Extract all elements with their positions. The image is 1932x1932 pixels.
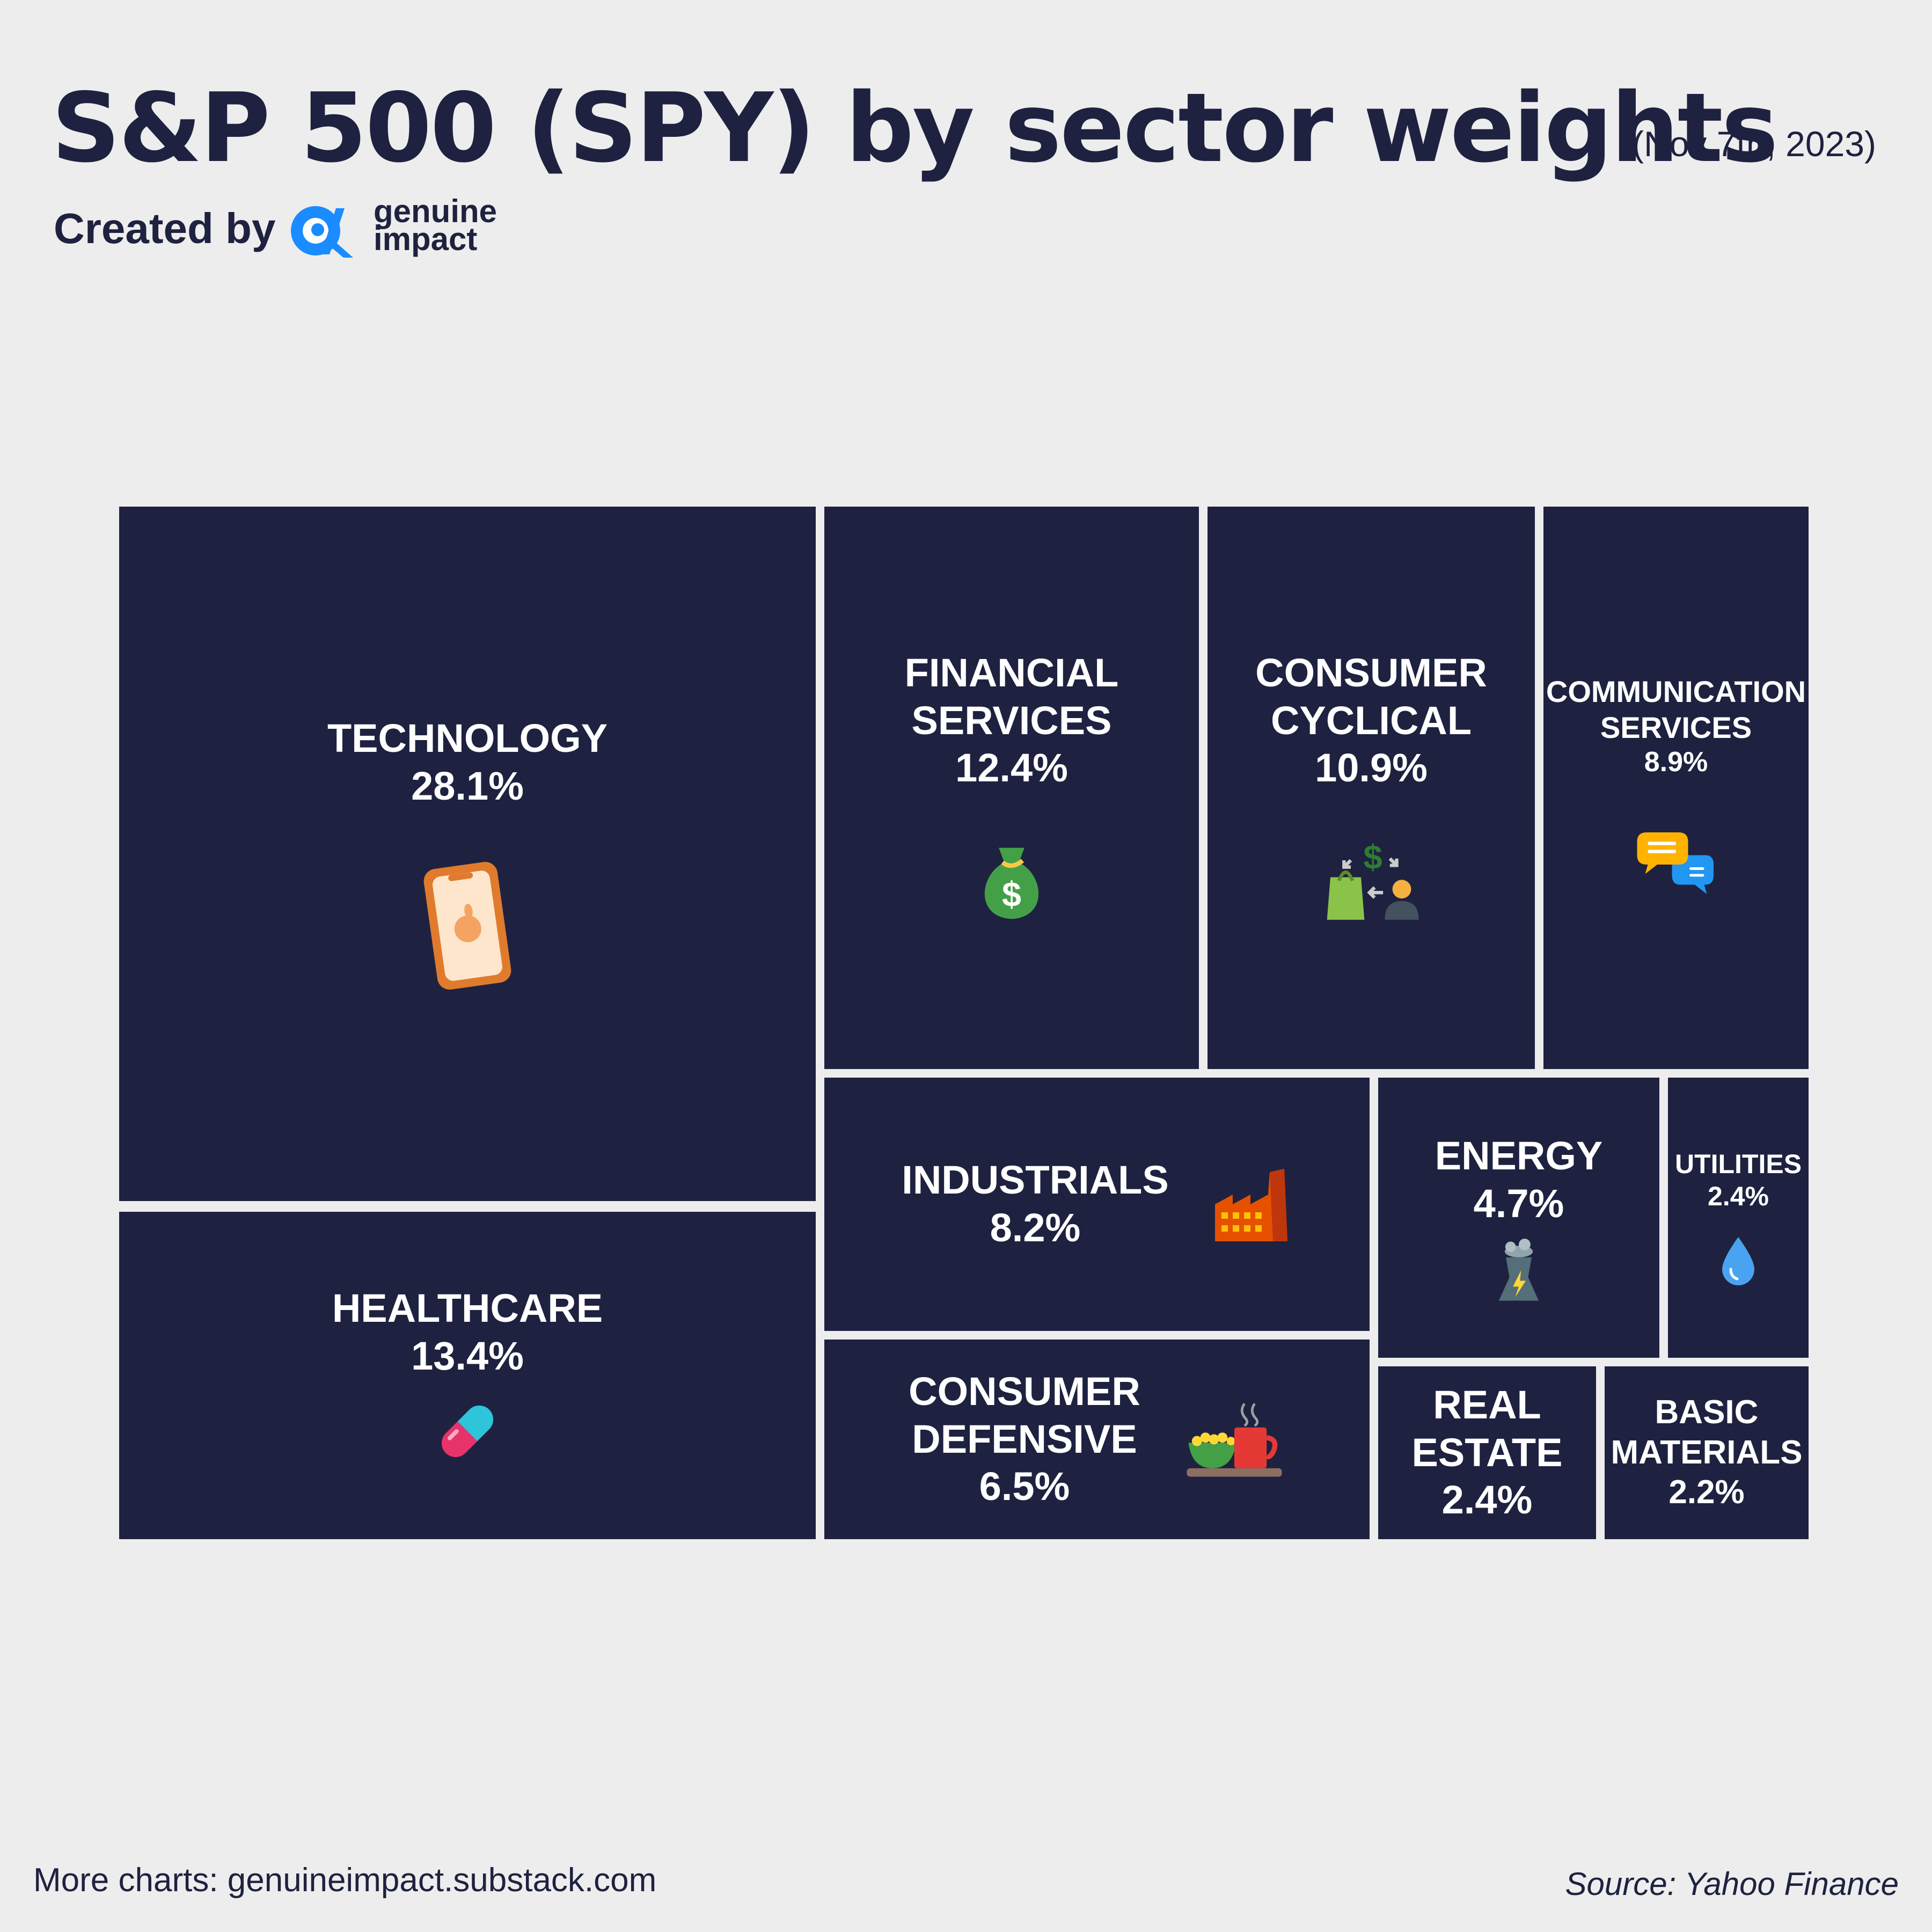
sector-value: 12.4% — [955, 745, 1068, 791]
tile-basic-materials: BASIC MATERIALS 2.2% — [1605, 1366, 1809, 1539]
sector-label: COMMUNICATION SERVICES — [1546, 674, 1806, 744]
sector-label: CONSUMER CYCLICAL — [1255, 650, 1487, 743]
tile-text: HEALTHCARE 13.4% — [332, 1285, 603, 1380]
sector-value: 8.2% — [990, 1205, 1081, 1250]
tile-text: UTILITIES 2.4% — [1675, 1148, 1802, 1212]
sector-label: ENERGY — [1435, 1133, 1603, 1179]
tile-energy: ENERGY 4.7% — [1378, 1078, 1659, 1358]
tile-real-estate: REAL ESTATE 2.4% — [1378, 1366, 1596, 1539]
power-plant-icon — [1489, 1238, 1548, 1303]
shopping-exchange-icon: $ — [1320, 835, 1422, 926]
brand-line-2: impact — [374, 221, 478, 257]
tile-text: TECHNOLOGY 28.1% — [327, 715, 608, 810]
sector-value: 6.5% — [979, 1464, 1070, 1509]
tile-text: REAL ESTATE 2.4% — [1412, 1381, 1563, 1524]
water-drop-icon — [1717, 1234, 1760, 1287]
sector-label: TECHNOLOGY — [327, 716, 608, 761]
tile-text: INDUSTRIALS 8.2% — [902, 1157, 1168, 1252]
svg-text:$: $ — [1002, 875, 1021, 914]
tile-industrials: INDUSTRIALS 8.2% — [824, 1078, 1370, 1331]
smartphone-icon — [406, 859, 529, 993]
tile-consumer-defensive: CONSUMER DEFENSIVE 6.5% — [824, 1340, 1370, 1539]
chart-title: S&P 500 (SPY) by sector weights — [52, 72, 1779, 184]
sector-value: 13.4% — [411, 1334, 524, 1378]
sector-value: 4.7% — [1473, 1181, 1564, 1226]
pill-icon — [433, 1396, 502, 1466]
tile-financial-services: FINANCIAL SERVICES 12.4% $ — [824, 507, 1199, 1069]
tile-text: COMMUNICATION SERVICES 8.9% — [1546, 674, 1806, 779]
created-by-label: Created by — [54, 204, 276, 252]
svg-text:$: $ — [1364, 839, 1382, 876]
sector-label: FINANCIAL SERVICES — [904, 650, 1119, 743]
money-bag-icon: $ — [966, 835, 1057, 926]
chat-bubbles-icon — [1636, 822, 1716, 902]
sector-label: CONSUMER DEFENSIVE — [909, 1368, 1140, 1461]
sector-label: BASIC MATERIALS — [1611, 1394, 1803, 1471]
more-charts-link: More charts: genuineimpact.substack.com — [33, 1862, 657, 1899]
tile-text: FINANCIAL SERVICES 12.4% — [905, 649, 1119, 792]
sector-value: 2.4% — [1441, 1477, 1533, 1523]
tile-text: BASIC MATERIALS 2.2% — [1611, 1393, 1802, 1512]
sector-value: 10.9% — [1315, 745, 1428, 791]
sector-label: UTILITIES — [1674, 1149, 1802, 1179]
chart-date: (Nov 7th, 2023) — [1632, 124, 1876, 164]
tile-text: CONSUMER CYCLICAL 10.9% — [1255, 649, 1487, 792]
tile-text: CONSUMER DEFENSIVE 6.5% — [909, 1368, 1140, 1511]
source-note: Source: Yahoo Finance — [1565, 1866, 1899, 1902]
sector-label: HEALTHCARE — [332, 1286, 603, 1331]
sector-value: 2.4% — [1708, 1181, 1769, 1211]
genuine-impact-logo-icon — [291, 206, 353, 258]
tile-consumer-cyclical: CONSUMER CYCLICAL 10.9% $ — [1208, 507, 1535, 1069]
brand-line-1: genuine — [374, 193, 497, 229]
sector-label: REAL ESTATE — [1411, 1382, 1563, 1475]
tile-communication-services: COMMUNICATION SERVICES 8.9% — [1543, 507, 1809, 1069]
factory-icon — [1212, 1164, 1292, 1245]
food-tray-icon — [1183, 1396, 1285, 1482]
sector-value: 2.2% — [1668, 1474, 1745, 1511]
sector-value: 28.1% — [411, 764, 524, 808]
tile-text: ENERGY 4.7% — [1435, 1132, 1603, 1228]
tile-technology: TECHNOLOGY 28.1% — [119, 507, 816, 1201]
sector-value: 8.9% — [1644, 746, 1708, 778]
tile-healthcare: HEALTHCARE 13.4% — [119, 1212, 816, 1539]
tile-utilities: UTILITIES 2.4% — [1668, 1078, 1809, 1358]
sector-label: INDUSTRIALS — [902, 1158, 1169, 1203]
brand-name: genuine impact — [374, 193, 497, 257]
